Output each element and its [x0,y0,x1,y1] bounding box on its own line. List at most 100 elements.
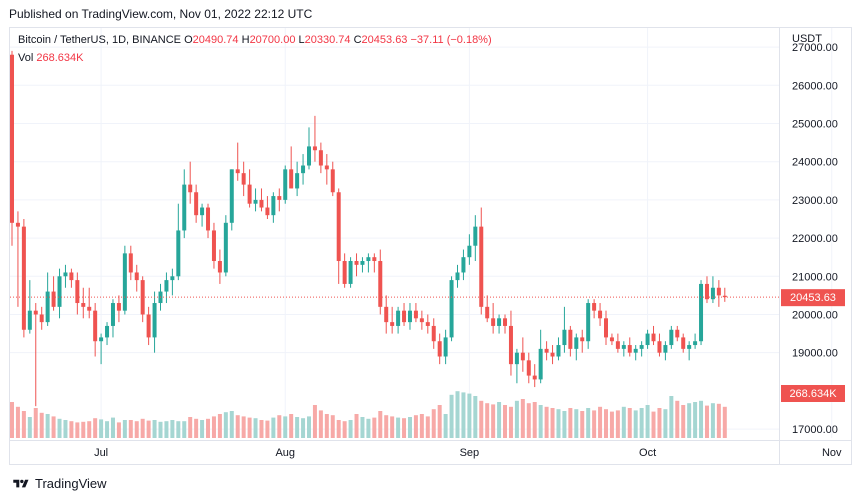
volume-bar [538,405,543,438]
candle-body [413,310,418,319]
volume-bar [217,414,222,438]
candle-body [609,337,614,342]
open-value: 20490.74 [192,34,239,46]
volume-bar [241,416,246,438]
candle-body [87,306,92,311]
candle-body [455,272,460,281]
candle-body [116,303,121,311]
volume-bar [69,421,74,438]
close-label: C [353,34,362,46]
volume-bar [283,416,288,438]
volume-bar [508,406,513,438]
symbol-name[interactable]: Bitcoin / TetherUS, 1D, BINANCE [18,34,182,46]
volume-bar [615,410,620,438]
volume-bar [63,420,68,438]
candle-body [716,287,721,296]
candle-body [419,318,424,323]
volume-bar [449,394,454,438]
candle-body [99,337,104,342]
volume-bar [390,416,395,438]
volume-bar [378,411,383,438]
close-value: 20453.63 [361,34,408,46]
candle-body [194,192,199,216]
candle-body [57,276,62,307]
candle-body [235,169,240,174]
volume-bar [158,421,163,438]
candle-body [520,352,525,361]
volume-bar [407,417,412,438]
candle-body [81,303,86,307]
candle-body [33,310,38,315]
candle-body [277,196,282,200]
candle-body [318,150,323,166]
volume-bar [550,408,555,438]
volume-bar [425,416,430,438]
candle-body [128,253,133,273]
candle-body [407,310,412,323]
candle-body [538,348,543,380]
volume-bar [194,418,199,438]
volume-bar [307,416,311,438]
volume-bar [116,422,121,438]
candle-body [657,341,662,353]
volume-bar [681,405,686,438]
candle-body [604,318,608,338]
candle-body [550,352,555,357]
volume-bar [497,402,502,438]
candle-body [592,303,597,311]
candle-body [651,333,656,342]
candle-body [110,303,115,326]
candle-body [526,360,531,376]
candle-body [473,226,478,246]
price-tick-label: 24000.00 [792,157,838,169]
candle-body [544,348,549,353]
chart-frame[interactable] [9,27,852,465]
volume-bar [265,420,270,438]
candle-body [360,261,365,265]
volume-bar [99,419,104,438]
candle-body [402,310,407,323]
candle-body [283,169,288,200]
volume-bar [710,403,715,438]
candle-body [384,306,389,323]
volume-bar [170,420,175,438]
candle-body [437,341,442,357]
volume-bar [81,421,86,438]
volume-bar [330,415,335,438]
volume-bar [366,418,371,438]
volume-bar [10,402,14,438]
volume-bar [455,391,460,438]
candle-body [663,345,668,353]
volume-bar [437,405,442,438]
volume-bar [289,414,294,438]
volume-bar [651,411,656,438]
volume-bar [586,408,591,438]
volume-bar [206,418,211,438]
volume-bar [140,418,145,438]
candle-body [627,345,632,353]
volume-bar [716,403,721,438]
candle-body [497,318,502,326]
last-volume-badge [781,385,845,402]
volume-bar [633,410,638,438]
volume-bar [235,415,240,438]
candle-body [675,329,680,338]
candle-body [134,272,139,281]
volume-bar [223,412,228,438]
candle-body [200,207,205,216]
candle-body [354,261,359,265]
footer-brand[interactable]: TradingView [35,476,107,491]
candle-body [330,169,335,193]
volume-bar [152,420,157,438]
candle-body [45,291,50,323]
volume-bar [402,418,407,438]
volume-bar [722,406,727,438]
candle-body [146,314,151,338]
volume-bar [39,412,44,438]
candle-body [51,291,56,307]
price-tick-label: 25000.00 [792,118,838,130]
candle-body [241,173,246,185]
last-price-label: 20453.63 [790,292,836,304]
volume-value: 268.634K [36,52,84,64]
